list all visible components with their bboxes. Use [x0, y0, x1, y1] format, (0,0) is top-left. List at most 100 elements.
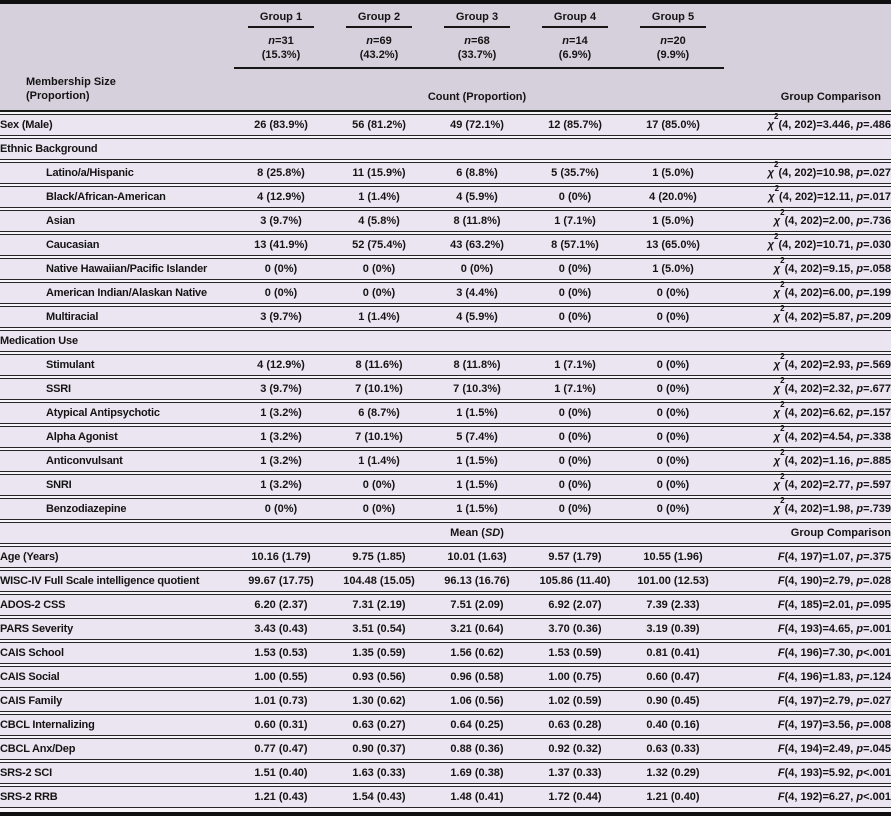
cell-value: 17 (85.0%) [624, 114, 722, 136]
n-symbol: n [268, 35, 276, 47]
cell-value: 0 (0%) [526, 474, 624, 496]
cell-value: 7 (10.1%) [330, 426, 428, 448]
cell-value: 0 (0%) [526, 186, 624, 208]
group-3-label: Group 3 [444, 11, 510, 28]
f-statistic-symbol: F [777, 743, 785, 755]
stat-cell: F(4, 197)=1.07, p=.375 [722, 546, 891, 568]
cell-value: 7.51 (2.09) [428, 594, 526, 616]
cell-value: 26 (83.9%) [232, 114, 330, 136]
cell-value: 1.69 (0.38) [428, 762, 526, 784]
cell-value: 6.92 (2.07) [526, 594, 624, 616]
header-spacer-right [722, 11, 891, 28]
group-2-label: Group 2 [346, 11, 412, 28]
n-value: =69 [373, 35, 392, 47]
row-label: Benzodiazepine [0, 498, 232, 520]
chi-square-symbol: χ [773, 359, 781, 371]
cell-value: 13 (65.0%) [624, 234, 722, 256]
cell-value: 9.75 (1.85) [330, 546, 428, 568]
n-symbol: n [366, 35, 374, 47]
group-4-n: n=14 (6.9%) [526, 34, 624, 62]
stat-cell: χ2(4, 202)=5.87, p=.209 [722, 305, 891, 328]
f-statistic-symbol: F [777, 599, 785, 611]
cell-value: 4 (5.8%) [330, 210, 428, 232]
table-row: Atypical Antipsychotic 1 (3.2%) 6 (8.7%) 1 … [0, 401, 891, 424]
cell-value: 0 (0%) [526, 282, 624, 304]
cell-value: 1.35 (0.59) [330, 642, 428, 664]
cell-value: 1 (3.2%) [232, 474, 330, 496]
table-row: Latino/a/Hispanic 8 (25.8%) 11 (15.9%) 6 (8… [0, 161, 891, 184]
chi-square-symbol: χ [773, 407, 781, 419]
cell-value: 0 (0%) [232, 498, 330, 520]
mean-sd-header: Mean (SD) [232, 522, 722, 544]
row-label: Sex (Male) [0, 114, 232, 136]
cell-value: 105.86 (11.40) [526, 570, 624, 592]
group-1-pct: (15.3%) [261, 49, 301, 61]
table-row: Asian 3 (9.7%) 4 (5.8%) 8 (11.8%) 1 (7.1%) 1 … [0, 209, 891, 232]
cell-value: 0.96 (0.58) [428, 666, 526, 688]
cell-value: 0.63 (0.33) [624, 738, 722, 760]
cell-value: 0 (0%) [526, 402, 624, 424]
group-1-n: n=31 (15.3%) [232, 34, 330, 62]
cell-value: 0 (0%) [624, 426, 722, 448]
stat-cell: χ2(4, 202)=2.00, p=.736 [722, 209, 891, 232]
table-row: CAIS Family 1.01 (0.73) 1.30 (0.62) 1.06 (0… [0, 690, 891, 712]
stat-cell: χ2(4, 202)=6.62, p=.157 [722, 401, 891, 424]
f-statistic-symbol: F [777, 575, 785, 587]
cell-value: 1.00 (0.55) [232, 666, 330, 688]
group-labels-row: Group 1 Group 2 Group 3 Group 4 Group 5 [0, 11, 891, 28]
row-label: CBCL Internalizing [0, 714, 232, 736]
table-row: CBCL Anx/Dep 0.77 (0.47) 0.90 (0.37) 0.88 (… [0, 738, 891, 760]
cell-value: 1 (5.0%) [624, 258, 722, 280]
cell-value: 43 (63.2%) [428, 234, 526, 256]
cell-value: 4 (5.9%) [428, 186, 526, 208]
cell-value: 1.53 (0.59) [526, 642, 624, 664]
table-row: PARS Severity 3.43 (0.43) 3.51 (0.54) 3.21 … [0, 618, 891, 640]
cell-value: 10.55 (1.96) [624, 546, 722, 568]
cell-value: 0 (0%) [526, 258, 624, 280]
cell-value: 99.67 (17.75) [232, 570, 330, 592]
row-label: CBCL Anx/Dep [0, 738, 232, 760]
row-label: CAIS School [0, 642, 232, 664]
cell-value: 12 (85.7%) [526, 114, 624, 136]
mid-header-row: Mean (SD) Group Comparison [0, 522, 891, 544]
group-4-pct: (6.9%) [558, 49, 592, 61]
chi-square-symbol: χ [767, 239, 774, 251]
row-label: ADOS-2 CSS [0, 594, 232, 616]
header-spacer-left [0, 28, 232, 62]
header-spacer-right [722, 28, 891, 62]
cell-value: 7 (10.3%) [428, 378, 526, 400]
group-5-pct: (9.9%) [656, 49, 690, 61]
table-row: Benzodiazepine 0 (0%) 0 (0%) 1 (1.5%) 0 (0%)… [0, 497, 891, 520]
group-2-n: n=69 (43.2%) [330, 34, 428, 62]
cell-value: 3.43 (0.43) [232, 618, 330, 640]
cell-value: 0.92 (0.32) [526, 738, 624, 760]
cell-value: 1.30 (0.62) [330, 690, 428, 712]
f-statistic-symbol: F [777, 647, 785, 659]
row-label: SRS-2 SCI [0, 762, 232, 784]
f-statistic-symbol: F [777, 791, 785, 803]
cell-value: 7.39 (2.33) [624, 594, 722, 616]
cell-value: 4 (12.9%) [232, 354, 330, 376]
cell-value: 0 (0%) [526, 426, 624, 448]
table-row: Anticonvulsant 1 (3.2%) 1 (1.4%) 1 (1.5%) 0 … [0, 449, 891, 472]
chi-square-symbol: χ [767, 119, 774, 131]
cell-value: 0.88 (0.36) [428, 738, 526, 760]
table-body-grid: Sex (Male) 26 (83.9%) 56 (81.2%) 49 (72.1%)… [0, 112, 891, 810]
cell-value: 1.01 (0.73) [232, 690, 330, 712]
cell-value: 1 (1.5%) [428, 498, 526, 520]
row-label: Multiracial [0, 306, 232, 328]
cell-value: 0 (0%) [526, 498, 624, 520]
cell-value: 7.31 (2.19) [330, 594, 428, 616]
cell-value: 1.32 (0.29) [624, 762, 722, 784]
cell-value: 52 (75.4%) [330, 234, 428, 256]
group-5-n: n=20 (9.9%) [624, 34, 722, 62]
cell-value: 0.64 (0.25) [428, 714, 526, 736]
n-value: =68 [471, 35, 490, 47]
f-statistic-symbol: F [777, 671, 785, 683]
stat-cell: F(4, 185)=2.01, p=.095 [722, 594, 891, 616]
n-value: =14 [569, 35, 588, 47]
cell-value: 8 (11.8%) [428, 210, 526, 232]
section-label: Ethnic Background [0, 138, 891, 160]
